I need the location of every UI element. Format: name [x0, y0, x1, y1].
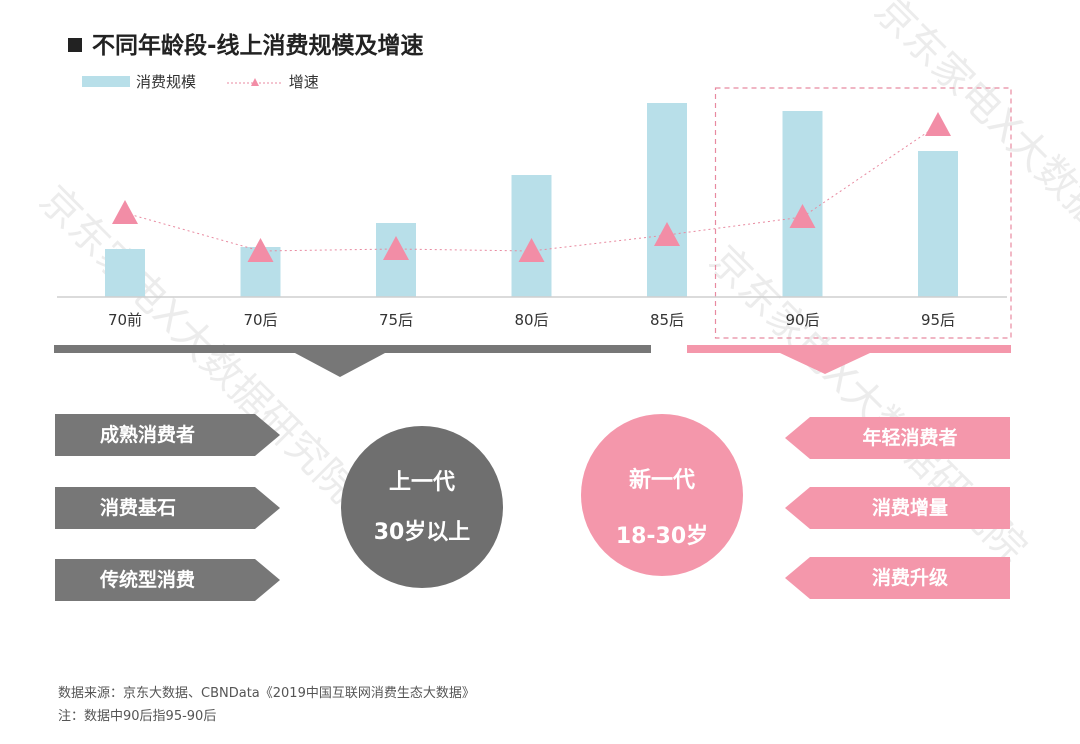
x-tick-label: 80后	[514, 311, 548, 329]
x-tick-label: 75后	[379, 311, 413, 329]
circle-new-title: 新一代	[628, 468, 695, 493]
circle-new-age: 18-30岁	[615, 524, 709, 549]
x-tick-label: 90后	[785, 311, 819, 329]
x-tick-label: 70前	[108, 311, 142, 329]
bar-85后	[647, 103, 687, 297]
generation-circle-old: 上一代 30岁以上	[341, 426, 503, 588]
legend-line-label: 增速	[288, 73, 319, 91]
legend: 消费规模 增速	[82, 71, 345, 92]
tag-right: 消费增量	[785, 487, 1010, 529]
growth-marker-80后	[518, 238, 545, 262]
tag-left: 消费基石	[55, 487, 280, 529]
tag-left: 传统型消费	[55, 559, 280, 601]
growth-marker-85后	[654, 222, 680, 246]
circle-old-age: 30岁以上	[373, 520, 471, 545]
legend-item-line: 增速	[226, 71, 319, 92]
tag-right: 消费升级	[785, 557, 1010, 599]
bracket-previous-generation	[54, 345, 651, 377]
circle-old-title: 上一代	[388, 470, 455, 495]
x-tick-label: 95后	[921, 311, 955, 329]
bar-80后	[511, 175, 552, 297]
legend-bar-swatch	[82, 76, 130, 87]
generation-circle-new: 新一代 18-30岁	[581, 414, 743, 576]
growth-marker-95后	[925, 112, 951, 136]
tag-left: 成熟消费者	[55, 414, 280, 456]
legend-line-swatch	[226, 78, 283, 86]
growth-marker-70后	[247, 238, 274, 262]
legend-item-bar: 消费规模	[82, 71, 196, 92]
growth-marker-90后	[789, 204, 816, 228]
footnote-note: 注：数据中90后指95-90后	[58, 709, 217, 724]
bar-95后	[918, 151, 958, 297]
footnote-source: 数据来源：京东大数据、CBNData《2019中国互联网消费生态大数据》	[58, 686, 475, 701]
bar-70前	[105, 249, 145, 297]
x-tick-label: 85后	[650, 311, 684, 329]
legend-bar-label: 消费规模	[136, 73, 197, 91]
chart-title-text: 不同年龄段-线上消费规模及增速	[92, 33, 424, 59]
chart-title: 不同年龄段-线上消费规模及增速	[68, 26, 424, 60]
tag-right: 年轻消费者	[785, 417, 1010, 459]
bracket-new-generation	[687, 345, 1011, 374]
highlight-box	[714, 87, 1012, 339]
square-bullet-icon	[68, 38, 82, 52]
x-tick-label: 70后	[243, 311, 277, 329]
growth-marker-70前	[112, 200, 138, 224]
growth-marker-75后	[383, 236, 409, 260]
